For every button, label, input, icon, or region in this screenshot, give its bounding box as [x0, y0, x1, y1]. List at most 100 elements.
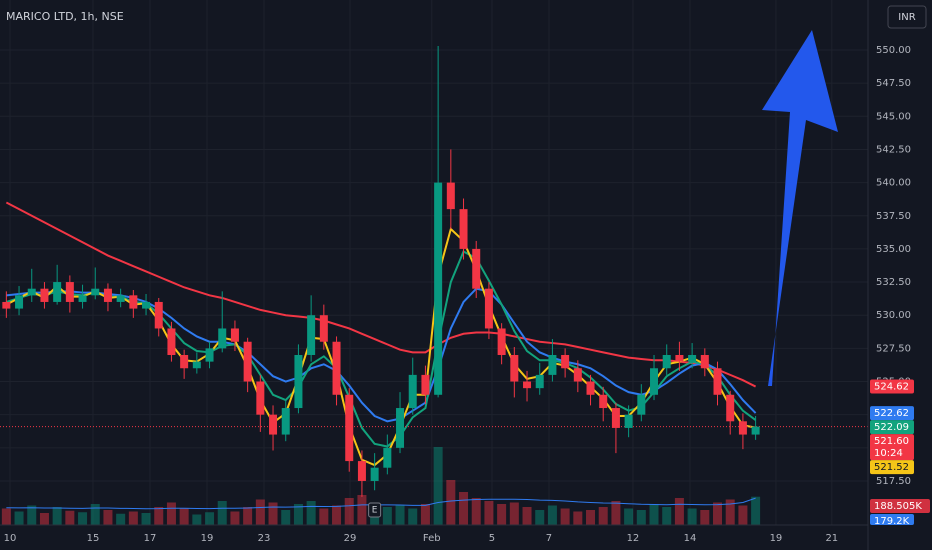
candles: E — [2, 46, 760, 518]
x-tick-label: 14 — [684, 533, 697, 544]
volume-bar — [27, 505, 37, 525]
candle-body — [523, 381, 532, 389]
candle-body — [2, 301, 11, 309]
volume-bar — [674, 498, 684, 525]
volume-bar — [738, 505, 748, 525]
countdown: 10:24 — [874, 448, 903, 459]
candle-body — [294, 354, 303, 409]
candle-body — [116, 295, 125, 302]
x-tick-label: 19 — [201, 533, 214, 544]
candle-body — [192, 361, 201, 369]
y-tick-label: 537.50 — [876, 211, 911, 222]
candle-body — [510, 354, 519, 382]
volume-bar — [39, 513, 49, 525]
y-tick-label: 535.00 — [876, 244, 911, 255]
volume-bar — [484, 501, 494, 525]
volume-bar — [535, 510, 545, 525]
volume-bar — [154, 507, 164, 525]
candle-body — [662, 354, 671, 369]
volume-bar — [459, 492, 469, 525]
volume-bar — [662, 507, 672, 525]
volume-bar — [103, 510, 113, 525]
x-tick-label: 12 — [627, 533, 640, 544]
candle-body — [205, 348, 214, 362]
volume-ma-label-box — [870, 514, 914, 525]
volume-bar — [649, 504, 659, 525]
x-tick-label: 23 — [258, 533, 271, 544]
candle-body — [688, 354, 697, 362]
x-tick-label: Feb — [423, 533, 441, 544]
candle-body — [472, 248, 481, 289]
volume-bar — [268, 502, 278, 525]
x-tick-label: 5 — [489, 533, 495, 544]
candle-body — [599, 394, 608, 409]
volume-bar — [52, 507, 62, 525]
volume-bar — [192, 514, 202, 525]
candle-body — [142, 301, 151, 309]
x-tick-label: 19 — [770, 533, 783, 544]
currency-box[interactable] — [887, 5, 927, 29]
volume-bar — [243, 507, 253, 525]
candle-body — [726, 394, 735, 422]
volume-bar — [408, 508, 418, 525]
y-tick-label: 532.50 — [876, 277, 911, 288]
volume-bar — [471, 498, 481, 525]
y-tick-label: 542.50 — [876, 144, 911, 155]
volume-bar — [116, 513, 126, 525]
candle-body — [256, 381, 265, 415]
price-label: 521.60 — [874, 436, 909, 447]
volume-bar — [573, 511, 583, 525]
candle-body — [637, 394, 646, 415]
volume-bar — [281, 510, 291, 525]
volume-bar — [395, 505, 405, 525]
candle-body — [40, 288, 49, 302]
volume-bar — [725, 499, 735, 525]
y-tick-label: 527.50 — [876, 343, 911, 354]
candle-body — [129, 295, 138, 309]
y-tick-label: 547.50 — [876, 78, 911, 89]
candle-body — [611, 408, 620, 428]
candle-body — [53, 282, 62, 302]
volume-bar — [319, 508, 329, 525]
volume-bar — [332, 505, 342, 525]
candle-body — [307, 315, 316, 355]
candle-body — [65, 282, 74, 302]
candle-body — [535, 374, 544, 389]
price-label: 522.09 — [874, 422, 909, 433]
candle-body — [281, 408, 290, 435]
y-tick-label: 550.00 — [876, 45, 911, 56]
candle-body — [230, 328, 239, 342]
candle-body — [713, 368, 722, 395]
volume-bar — [230, 511, 240, 525]
candle-body — [421, 374, 430, 395]
volume-bar — [382, 507, 392, 525]
candle-body — [624, 414, 633, 428]
volume-bar — [713, 502, 723, 525]
y-tick-label: 545.00 — [876, 111, 911, 122]
candle-body — [154, 301, 163, 329]
volume-bar — [700, 510, 710, 525]
volume-bar — [624, 508, 634, 525]
volume-bar — [509, 502, 519, 525]
volume-bar — [446, 480, 456, 525]
price-label-box — [870, 460, 914, 475]
y-tick-label: 517.50 — [876, 476, 911, 487]
volume-bar — [586, 510, 596, 525]
volume-bar — [14, 511, 24, 525]
x-tick-label: 29 — [344, 533, 357, 544]
volume-bar — [751, 496, 761, 525]
volume-bar — [560, 508, 570, 525]
price-label-box — [870, 406, 914, 421]
price-label-box — [870, 434, 914, 461]
currency[interactable]: INR — [898, 12, 915, 23]
ma-line — [5, 201, 757, 388]
volume-bar — [179, 508, 189, 525]
candle-body — [91, 288, 100, 296]
x-tick-label: 21 — [825, 533, 838, 544]
candle-body — [345, 394, 354, 462]
candle-body — [561, 354, 570, 369]
candle-body — [548, 354, 557, 375]
volume-bar — [636, 510, 646, 525]
y-tick-label: 530.00 — [876, 310, 911, 321]
